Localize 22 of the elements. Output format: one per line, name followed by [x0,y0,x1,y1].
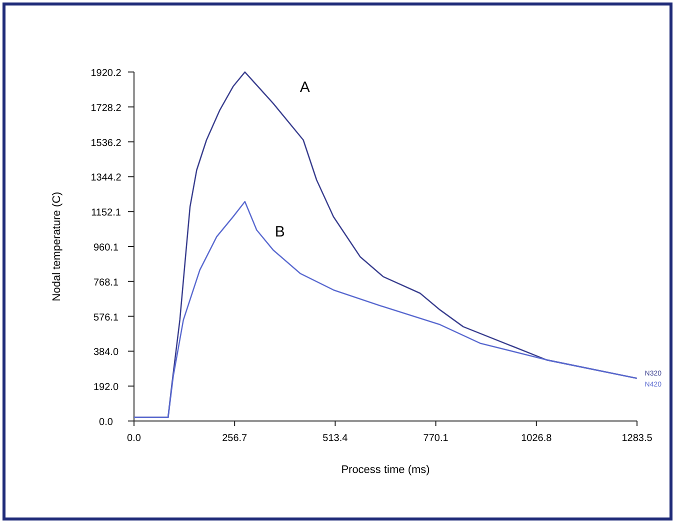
x-tick-label: 1283.5 [622,433,653,444]
x-tick-label: 256.7 [222,433,248,444]
x-tick-label: 1026.8 [521,433,552,444]
y-tick-label: 1536.2 [90,138,122,149]
line-series [133,200,638,418]
y-tick-label: 0.0 [99,417,114,428]
x-tick-label: 0.0 [127,433,142,444]
y-tick-label: 768.1 [93,277,119,288]
y-tick-label: 1344.2 [90,172,122,184]
y-tick-label: 192.0 [93,382,119,394]
y-tick-label: 960.1 [93,242,119,254]
annotation: B [274,224,285,241]
x-axis-title: Process time (ms) [341,464,430,476]
x-tick-label: 770.1 [423,433,449,444]
y-tick-label: 1152.1 [91,208,122,219]
x-tick-label: 513.4 [322,433,348,444]
y-tick-label: 1728.2 [90,102,122,114]
y-tick-label: 576.1 [93,312,119,324]
y-tick-label: 384.0 [93,347,119,358]
y-axis-title: Nodal temperature (C) [51,192,63,302]
y-tick-label: 1920.2 [90,68,122,79]
annotation: A [300,79,310,96]
